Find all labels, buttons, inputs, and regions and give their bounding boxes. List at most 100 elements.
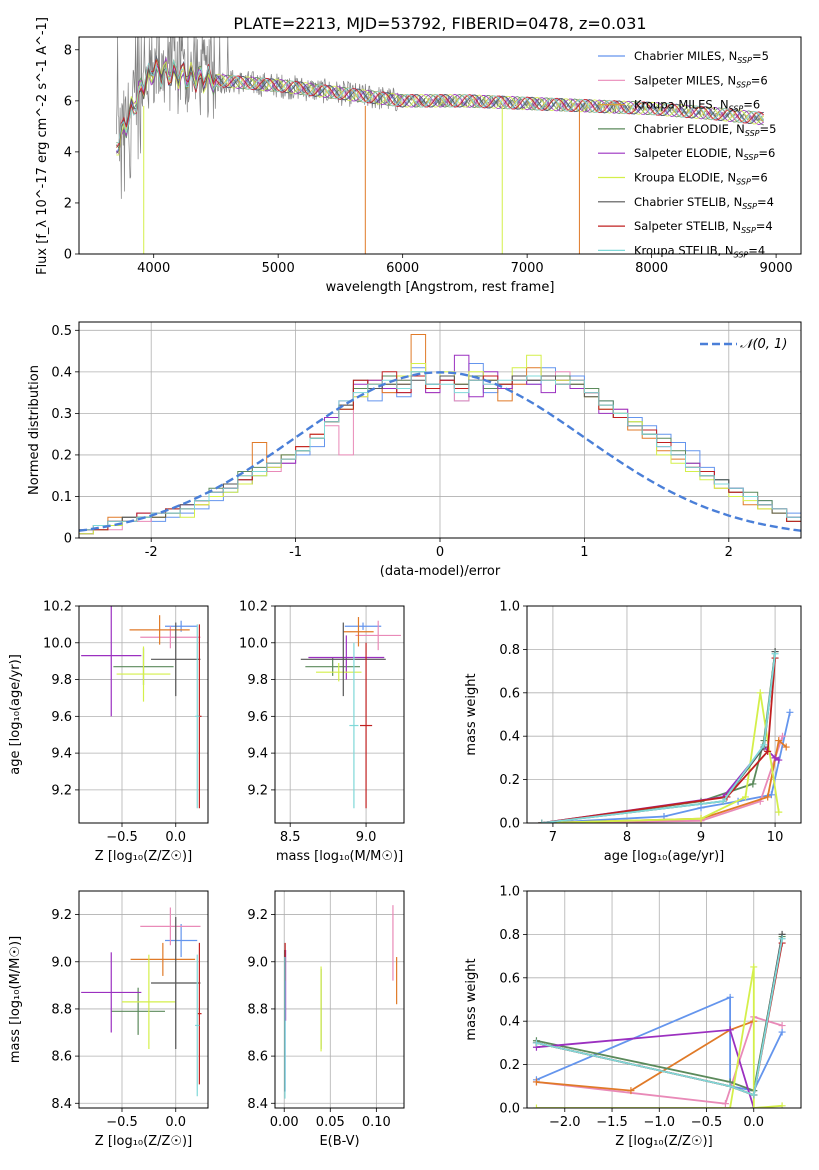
x-tick-label: −0.5 [106,830,138,845]
mass-weight-line [541,651,776,823]
y-tick-label: 9.2 [247,908,268,923]
y-axis-label: mass weight [464,958,479,1040]
mass-weight-marker [750,963,758,971]
legend-subscript: SSP [736,80,751,89]
x-tick-label: 0 [436,545,444,560]
axes-frame [274,605,405,824]
y-tick-label: 9.2 [51,783,72,798]
legend-nssp: =4 [756,219,773,233]
model-spectrum-line [116,58,765,156]
x-tick-label: 9.0 [356,830,377,845]
mass-weight-marker [775,808,783,816]
mass-weight-marker [775,737,783,745]
spectrum-panel: 4000 5000 6000 7000 8000 9000 0 2 4 6 8 wavelength … [35,17,802,295]
age-vs-z-panel: −0.5 0.0 9.2 9.4 9.6 9.8 10.0 10.2 Z [log₁₀(Z/Z☉… [8,600,209,864]
legend-label: Kroupa MILES, NSSP=6 [634,98,760,114]
residual-histogram [79,371,801,538]
mass-weight-line [541,653,776,823]
y-tick-label: 0.1 [51,490,72,505]
legend-nssp: =5 [760,122,777,136]
legend-nssp: =4 [748,243,765,257]
legend-label: 𝒩(0, 1) [740,337,787,352]
y-tick-label: 8.6 [51,1050,72,1065]
x-tick-label: 10 [767,830,784,845]
mass-weight-marker [778,1102,786,1108]
x-tick-label: 4000 [137,261,170,276]
x-tick-label: 0.05 [316,1115,345,1130]
legend-subscript: SSP [741,226,756,235]
mass-weight-marker [697,804,705,812]
y-tick-label: 9.4 [247,747,268,762]
mass-weight-marker [782,743,790,751]
legend-label: Chabrier STELIB, NSSP=4 [634,195,774,211]
mass-weight-marker [778,1022,786,1030]
mass-weight-marker [627,1087,635,1095]
y-tick-label: 0.3 [51,407,72,422]
axes-frame [526,890,802,1109]
legend-nssp: =6 [751,73,768,87]
y-tick-label: 0.4 [499,1015,520,1030]
plot-area [115,37,765,254]
mass-weight-line [541,745,780,823]
x-tick-label: 5000 [262,261,295,276]
mass-weight-marker [764,747,772,755]
legend-label: Kroupa STELIB, NSSP=4 [634,243,765,259]
legend-label: Chabrier MILES, NSSP=5 [634,49,769,65]
x-tick-label: -1 [289,545,302,560]
legend-subscript: SSP [736,178,751,187]
y-tick-label: 0.0 [499,817,520,832]
mass-weight-marker [750,1104,758,1108]
y-tick-label: 0.6 [499,686,520,701]
x-tick-label: 7000 [511,261,544,276]
y-tick-label: 0.4 [499,730,520,745]
y-tick-label: 1.0 [499,885,520,900]
mass-weight-marker [775,756,783,764]
x-tick-label: 8000 [635,261,668,276]
x-axis-label: Z [log₁₀(Z/Z☉)] [95,849,192,864]
y-tick-label: 0.5 [51,324,72,339]
legend-name: Salpeter ELODIE, N [634,146,744,160]
mass-weight-line [541,658,776,823]
x-axis-label: Z [log₁₀(Z/Z☉)] [615,1134,712,1149]
legend-label: Salpeter STELIB, NSSP=4 [634,219,773,235]
x-tick-label: 9 [697,830,705,845]
legend-subscript: SSP [729,105,744,114]
plot-area [532,930,786,1108]
model-spectrum-line [115,56,764,155]
axes-frame [526,605,802,824]
mass-weight-marker [726,993,734,1001]
legend-label: Kroupa ELODIE, NSSP=6 [634,171,768,187]
legend-nssp: =6 [743,98,760,112]
y-tick-label: 8.6 [247,1050,268,1065]
mass-weight-marker [726,1026,734,1034]
mass-weight-marker [726,1104,734,1108]
y-tick-label: 9.8 [51,673,72,688]
x-tick-label: -2 [145,545,158,560]
y-tick-label: 8.8 [247,1002,268,1017]
x-tick-label: 8 [623,830,631,845]
y-tick-label: 0.8 [499,928,520,943]
y-tick-label: 10.2 [239,600,268,615]
mass-weight-marker [778,935,786,943]
x-tick-label: 0.0 [743,1115,764,1130]
y-tick-label: 8.8 [51,1002,72,1017]
y-tick-label: 9.4 [51,747,72,762]
legend-subscript: SSP [734,250,749,259]
mass-weight-marker [750,1091,758,1099]
mass-weight-marker [778,1028,786,1036]
weight-vs-z-panel: −2.0 −1.5 −1.0 −0.5 0.0 0.0 0.2 0.4 0.6 0.8 1.0 Z [… [464,885,802,1149]
x-tick-label: 0.0 [165,1115,186,1130]
residuals-panel: -2 -1 0 1 2 0 0.1 0.2 0.3 0.4 0.5 (data-model)/erro… [27,321,802,579]
legend-nssp: =4 [757,195,774,209]
x-tick-label: −2.0 [549,1115,581,1130]
x-axis-label: (data-model)/error [380,564,501,579]
mass-weight-line [536,1028,755,1108]
y-axis-label: mass weight [464,673,479,755]
axes-frame [78,605,209,824]
x-tick-label: 0.00 [270,1115,299,1130]
plot-area [81,606,202,809]
mass-weight-marker [771,650,779,658]
x-tick-label: 0.0 [165,830,186,845]
legend-label: Salpeter MILES, NSSP=6 [634,73,768,89]
